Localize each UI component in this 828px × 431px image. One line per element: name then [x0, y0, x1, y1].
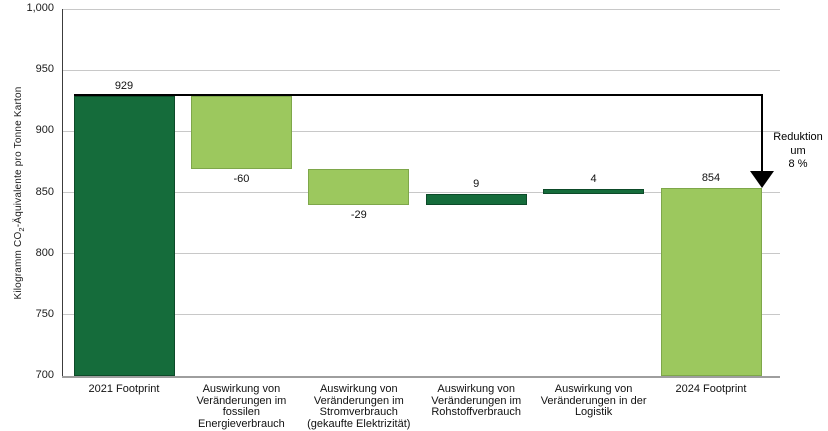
x-category-label-line: Veränderungen im [196, 394, 287, 407]
bar [425, 193, 527, 205]
bar [73, 95, 175, 376]
annotation-arrowhead-icon [750, 170, 774, 188]
x-category-label-line: Veränderungen in der [540, 394, 647, 407]
x-category-label-line: Auswirkung von [554, 383, 633, 395]
x-category-label-line: (gekaufte Elektrizität) [307, 417, 411, 430]
annotation-reduction-line2: 8 % [788, 158, 808, 170]
gridline [62, 253, 780, 255]
y-tick-label: 900 [35, 124, 54, 137]
x-category-label: 2021 Footprint [64, 383, 184, 396]
x-category-label-line: 2021 Footprint [88, 383, 160, 395]
x-category-label: 2024 Footprint [651, 383, 771, 396]
gridline [62, 130, 780, 132]
x-category-label: Auswirkung von Veränderungen in der Logist… [534, 383, 654, 419]
x-axis-line [62, 376, 780, 378]
annotation-reduction-line1: Reduktion um [773, 131, 823, 157]
gridline [62, 192, 780, 193]
gridline [62, 314, 780, 316]
y-axis-line [62, 9, 63, 377]
x-category-label: Auswirkung von Veränderungen im Rohstoffve… [416, 383, 536, 419]
x-category-label-line: Energieverbrauch [197, 417, 285, 430]
bar-value-label: 4 [590, 172, 597, 185]
bar-value-label: 854 [701, 171, 721, 184]
bar-value-label: 929 [114, 79, 134, 92]
x-category-label: Auswirkung von Veränderungen im fossilen En… [181, 383, 301, 430]
y-tick-label: 850 [35, 185, 54, 198]
x-category-label-line: 2024 Footprint [675, 383, 747, 395]
bar-value-label: -60 [233, 173, 250, 186]
y-tick-label: 800 [35, 246, 54, 259]
x-category-label-line: Veränderungen im [313, 394, 404, 407]
x-category-label-line: fossilen [222, 406, 261, 418]
y-tick-label: 700 [35, 369, 54, 381]
annotation-reduction-label: Reduktion um 8 % [767, 131, 828, 172]
x-category-label-line: Auswirkung von [319, 383, 398, 395]
gridline [62, 8, 780, 10]
x-category-label: Auswirkung von Veränderungen im Stromverbr… [299, 383, 419, 430]
x-category-label-line: Rohstoffverbrauch [431, 406, 522, 418]
x-category-label-line: Auswirkung von [437, 383, 516, 395]
x-category-label-line: Veränderungen im [431, 394, 522, 407]
bar-value-label: 9 [473, 177, 480, 190]
bar [543, 188, 645, 194]
y-tick-label: 750 [35, 307, 54, 320]
bar [308, 169, 410, 205]
y-tick-label: 950 [35, 63, 54, 76]
annotation-horizontal-line [73, 94, 763, 97]
gridline [62, 69, 780, 71]
bar [660, 187, 762, 376]
x-category-label-line: Auswirkung von [202, 383, 281, 395]
y-tick-label: 1,000 [26, 2, 54, 14]
x-category-label-line: Stromverbrauch [319, 406, 398, 418]
annotation-vertical-line [761, 94, 763, 172]
bar [190, 95, 292, 170]
x-category-label-line: Logistik [574, 406, 613, 418]
bar-value-label: -29 [350, 208, 367, 221]
